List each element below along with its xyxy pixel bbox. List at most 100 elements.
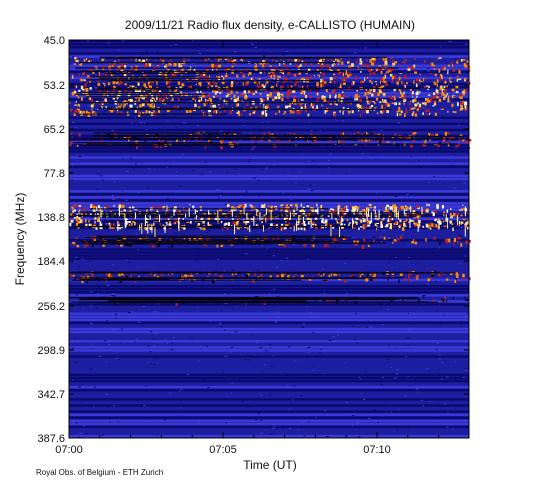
spike-pixel	[166, 205, 168, 212]
burst-pixel	[267, 208, 270, 211]
burst-pixel	[408, 65, 411, 69]
burst-pixel	[178, 63, 181, 68]
noise-pixel	[243, 84, 246, 86]
burst-pixel	[351, 206, 355, 211]
burst-pixel	[330, 208, 333, 211]
noise-pixel	[299, 171, 301, 173]
noise-pixel	[377, 227, 380, 229]
burst-pixel	[360, 139, 364, 142]
burst-pixel	[245, 222, 248, 225]
burst-pixel	[267, 75, 271, 78]
noise-pixel	[147, 93, 150, 95]
burst-pixel	[269, 94, 272, 98]
channel-row	[69, 272, 469, 276]
burst-pixel	[225, 68, 228, 71]
noise-pixel	[121, 246, 124, 248]
burst-pixel	[173, 62, 177, 67]
spike-pixel	[265, 217, 267, 223]
spike-pixel	[144, 214, 146, 227]
channel-row	[69, 159, 469, 162]
burst-pixel	[113, 132, 117, 136]
noise-pixel	[270, 365, 273, 367]
burst-pixel	[116, 95, 119, 100]
burst-pixel	[204, 242, 208, 247]
burst-pixel	[91, 69, 93, 72]
channel-row	[69, 257, 469, 260]
burst-pixel	[91, 273, 94, 278]
burst-pixel	[196, 236, 200, 238]
noise-pixel	[148, 237, 151, 239]
burst-pixel	[336, 222, 340, 224]
noise-pixel	[427, 70, 430, 72]
burst-pixel	[414, 276, 416, 279]
noise-pixel	[237, 78, 241, 80]
noise-pixel	[443, 403, 447, 405]
burst-pixel	[369, 106, 372, 111]
burst-pixel	[324, 279, 328, 282]
noise-pixel	[312, 332, 315, 334]
burst-pixel	[340, 97, 343, 100]
noise-pixel	[437, 94, 441, 96]
burst-pixel	[429, 222, 432, 226]
burst-pixel	[139, 60, 142, 63]
channel-row	[69, 113, 469, 116]
burst-pixel	[168, 61, 172, 66]
burst-pixel	[150, 62, 152, 66]
noise-pixel	[393, 270, 396, 272]
burst-pixel	[372, 271, 375, 276]
burst-pixel	[220, 145, 223, 150]
burst-pixel	[317, 74, 319, 76]
burst-pixel	[74, 277, 76, 280]
burst-pixel	[428, 132, 431, 137]
burst-pixel	[181, 68, 184, 70]
burst-pixel	[112, 205, 116, 207]
channel-row	[69, 40, 469, 43]
burst-pixel	[456, 61, 459, 64]
burst-pixel	[131, 92, 134, 94]
burst-pixel	[326, 100, 329, 104]
burst-pixel	[145, 220, 148, 224]
noise-pixel	[443, 217, 446, 219]
noise-pixel	[93, 406, 95, 408]
noise-pixel	[101, 73, 105, 75]
burst-pixel	[466, 240, 469, 242]
burst-pixel	[245, 82, 248, 86]
spike-pixel	[178, 217, 180, 229]
burst-pixel	[394, 97, 396, 101]
burst-pixel	[152, 243, 155, 248]
burst-pixel	[357, 131, 360, 134]
burst-pixel	[217, 58, 221, 60]
spike-pixel	[243, 206, 245, 214]
noise-pixel	[427, 67, 430, 69]
noise-pixel	[384, 401, 387, 403]
burst-pixel	[75, 93, 79, 97]
noise-pixel	[117, 49, 120, 51]
burst-pixel	[157, 209, 159, 211]
burst-pixel	[332, 136, 336, 140]
burst-pixel	[254, 273, 257, 276]
burst-pixel	[240, 112, 242, 117]
burst-pixel	[250, 133, 252, 135]
burst-pixel	[202, 95, 204, 98]
channel-row	[69, 422, 469, 426]
noise-pixel	[365, 326, 368, 328]
noise-pixel	[105, 393, 109, 395]
burst-pixel	[206, 276, 210, 278]
noise-pixel	[460, 216, 464, 218]
burst-pixel	[320, 204, 323, 209]
burst-pixel	[134, 221, 136, 226]
noise-pixel	[345, 83, 349, 85]
channel-row	[69, 404, 469, 407]
burst-pixel	[372, 101, 375, 103]
burst-pixel	[198, 141, 201, 143]
burst-pixel	[457, 75, 460, 79]
burst-pixel	[356, 240, 360, 244]
y-tick-label: 65.2	[44, 124, 65, 136]
burst-pixel	[271, 59, 274, 62]
burst-pixel	[267, 205, 270, 207]
channel-row	[69, 260, 469, 263]
burst-pixel	[398, 109, 401, 112]
noise-pixel	[148, 168, 151, 170]
spike-pixel	[173, 211, 175, 216]
spike-pixel	[421, 206, 423, 213]
